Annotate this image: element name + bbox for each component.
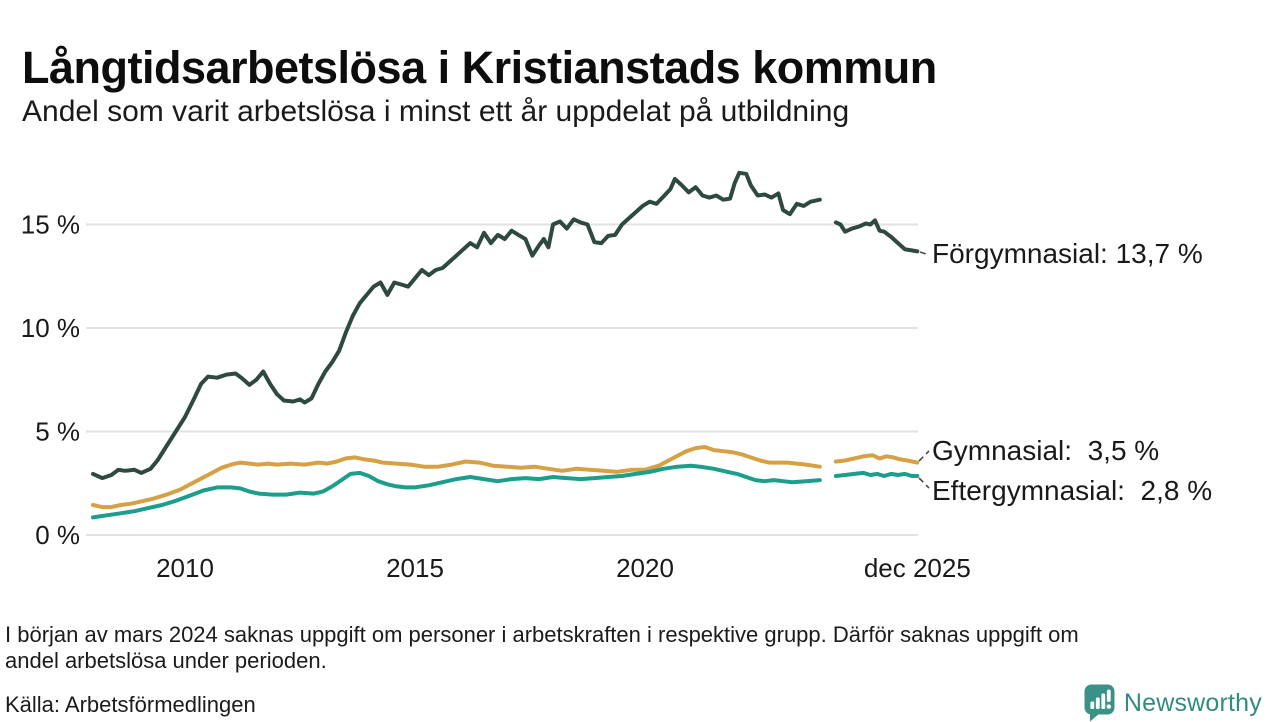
forgymnasial-line-segment-1: [91, 170, 822, 481]
y-axis-label-10: 10 %: [21, 313, 80, 343]
footnote-line-1: I början av mars 2024 saknas uppgift om …: [5, 622, 1079, 647]
footnote: I början av mars 2024 saknas uppgift om …: [5, 622, 1255, 674]
logo-exclamation-bar: [1106, 689, 1111, 702]
x-axis-label-2015: 2015: [386, 553, 444, 583]
gridlines: [86, 223, 918, 536]
x-axis-label-dec-2025: dec 2025: [864, 553, 971, 583]
page-title: Långtidsarbetslösa i Kristianstads kommu…: [22, 42, 937, 94]
gymnasial-line-segment-1: [91, 445, 822, 510]
x-axis: 2010 2015 2020 dec 2025: [156, 553, 971, 583]
page-subtitle: Andel som varit arbetslösa i minst ett å…: [22, 95, 850, 128]
forgymnasial-line-segment-2: [833, 218, 920, 254]
series-lines: [91, 170, 920, 520]
logo-exclamation-dot: [1106, 704, 1111, 709]
newsworthy-chart-bubble-icon: [1084, 684, 1115, 722]
y-axis: 0 % 5 % 10 % 15 %: [21, 210, 80, 551]
forgymnasial-leader-dash: [919, 251, 930, 256]
series-label-gymnasial: Gymnasial: 3,5 %: [932, 435, 1159, 466]
gymnasial-line-segment-2: [833, 453, 920, 465]
series-label-eftergymnasial: Eftergymnasial: 2,8 %: [932, 475, 1212, 506]
logo-bubble-tail: [1089, 713, 1100, 722]
label-leader-lines: [918, 251, 930, 489]
newsworthy-logo: Newsworthy: [1084, 684, 1262, 722]
y-axis-label-5: 5 %: [35, 417, 80, 447]
series-label-forgymnasial: Förgymnasial: 13,7 %: [932, 238, 1203, 269]
gymnasial-leader-dash: [918, 450, 930, 462]
y-axis-label-0: 0 %: [35, 520, 80, 550]
source-attribution: Källa: Arbetsförmedlingen: [5, 692, 256, 717]
eftergymnasial-line-segment-1: [91, 463, 822, 520]
x-axis-label-2020: 2020: [616, 553, 674, 583]
logo-bar-small: [1090, 701, 1095, 709]
footnote-line-2: andel arbetslösa under perioden.: [5, 648, 327, 673]
logo-bar-tall: [1101, 693, 1106, 709]
logo-bar-medium: [1095, 697, 1100, 709]
y-axis-label-15: 15 %: [21, 210, 80, 240]
eftergymnasial-line-segment-2: [833, 470, 920, 478]
series-end-labels: Förgymnasial: 13,7 % Gymnasial: 3,5 % Ef…: [932, 238, 1212, 506]
newsworthy-logo-text: Newsworthy: [1123, 688, 1262, 717]
x-axis-label-2010: 2010: [156, 553, 214, 583]
eftergymnasial-leader-dash: [918, 477, 930, 489]
